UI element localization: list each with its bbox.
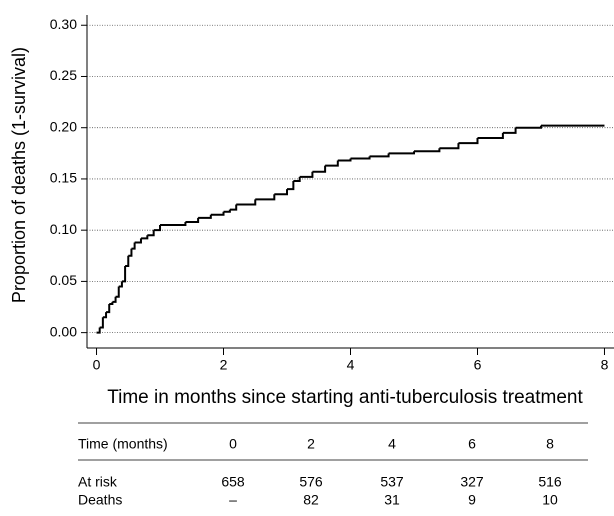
table-cell: 516	[538, 474, 562, 490]
x-axis-label: Time in months since starting anti-tuber…	[107, 387, 583, 408]
table-header: 4	[388, 436, 396, 452]
step-segment	[185, 217, 200, 223]
step-segment	[160, 221, 187, 227]
step-segment	[229, 204, 238, 211]
step-segment	[99, 317, 104, 329]
step-segment	[293, 176, 301, 182]
table-header: Time (months)	[78, 436, 168, 452]
y-tick-label: 0.00	[50, 323, 77, 339]
step-segment	[118, 281, 123, 288]
step-segment	[299, 171, 314, 178]
y-tick-label: 0.05	[50, 272, 77, 288]
step-segment	[125, 255, 130, 268]
step-segment	[515, 125, 542, 129]
table-cell: At risk	[78, 474, 118, 490]
y-tick-label: 0.25	[50, 67, 77, 83]
table-cell: 9	[468, 492, 476, 508]
x-tick-label: 0	[93, 357, 101, 373]
step-segment	[439, 143, 460, 150]
step-segment	[325, 160, 339, 167]
table-cell: 327	[460, 474, 484, 490]
table-cell: 10	[542, 492, 558, 508]
step-segment	[131, 242, 136, 250]
step-segment	[153, 225, 162, 232]
step-segment	[255, 194, 276, 201]
step-segment	[102, 312, 108, 319]
step-segment	[96, 327, 101, 334]
step-segment	[210, 211, 225, 216]
y-tick-label: 0.10	[50, 221, 77, 237]
table-cell: 658	[221, 474, 245, 490]
step-segment	[109, 301, 114, 305]
table-header: 2	[307, 436, 315, 452]
step-segment	[312, 165, 327, 173]
step-segment	[236, 199, 257, 206]
table-cell: –	[229, 492, 237, 508]
table-header: 0	[229, 436, 237, 452]
table-cell: Deaths	[78, 492, 122, 508]
table-header: 6	[468, 436, 476, 452]
y-tick-label: 0.30	[50, 16, 77, 32]
table-cell: 576	[299, 474, 323, 490]
step-segment	[134, 238, 142, 244]
step-segment	[274, 189, 289, 196]
table-cell: 82	[303, 492, 319, 508]
table-cell: 31	[384, 492, 400, 508]
y-axis-label: Proportion of deaths (1-survival)	[9, 47, 29, 303]
step-segment	[115, 286, 120, 298]
table-header: 8	[546, 436, 554, 452]
step-segment	[223, 209, 231, 213]
step-segment	[502, 127, 517, 134]
x-tick-label: 8	[601, 357, 609, 373]
step-segment	[350, 156, 371, 160]
x-tick-label: 6	[474, 357, 482, 373]
y-tick-label: 0.15	[50, 170, 77, 186]
step-segment	[121, 266, 127, 283]
step-segment	[388, 151, 415, 155]
step-segment	[413, 148, 441, 153]
x-tick-label: 4	[347, 357, 355, 373]
step-segment	[198, 214, 212, 219]
step-segment	[128, 248, 133, 257]
step-segment	[337, 158, 352, 162]
step-segment	[477, 132, 504, 139]
table-cell: 537	[380, 474, 404, 490]
step-segment	[106, 303, 111, 314]
step-segment	[369, 153, 390, 158]
step-segment	[287, 180, 295, 191]
y-tick-label: 0.20	[50, 118, 77, 134]
step-segment	[112, 296, 117, 303]
step-segment	[140, 235, 149, 240]
x-tick-label: 2	[220, 357, 228, 373]
step-segment	[147, 230, 155, 237]
step-segment	[458, 137, 479, 145]
